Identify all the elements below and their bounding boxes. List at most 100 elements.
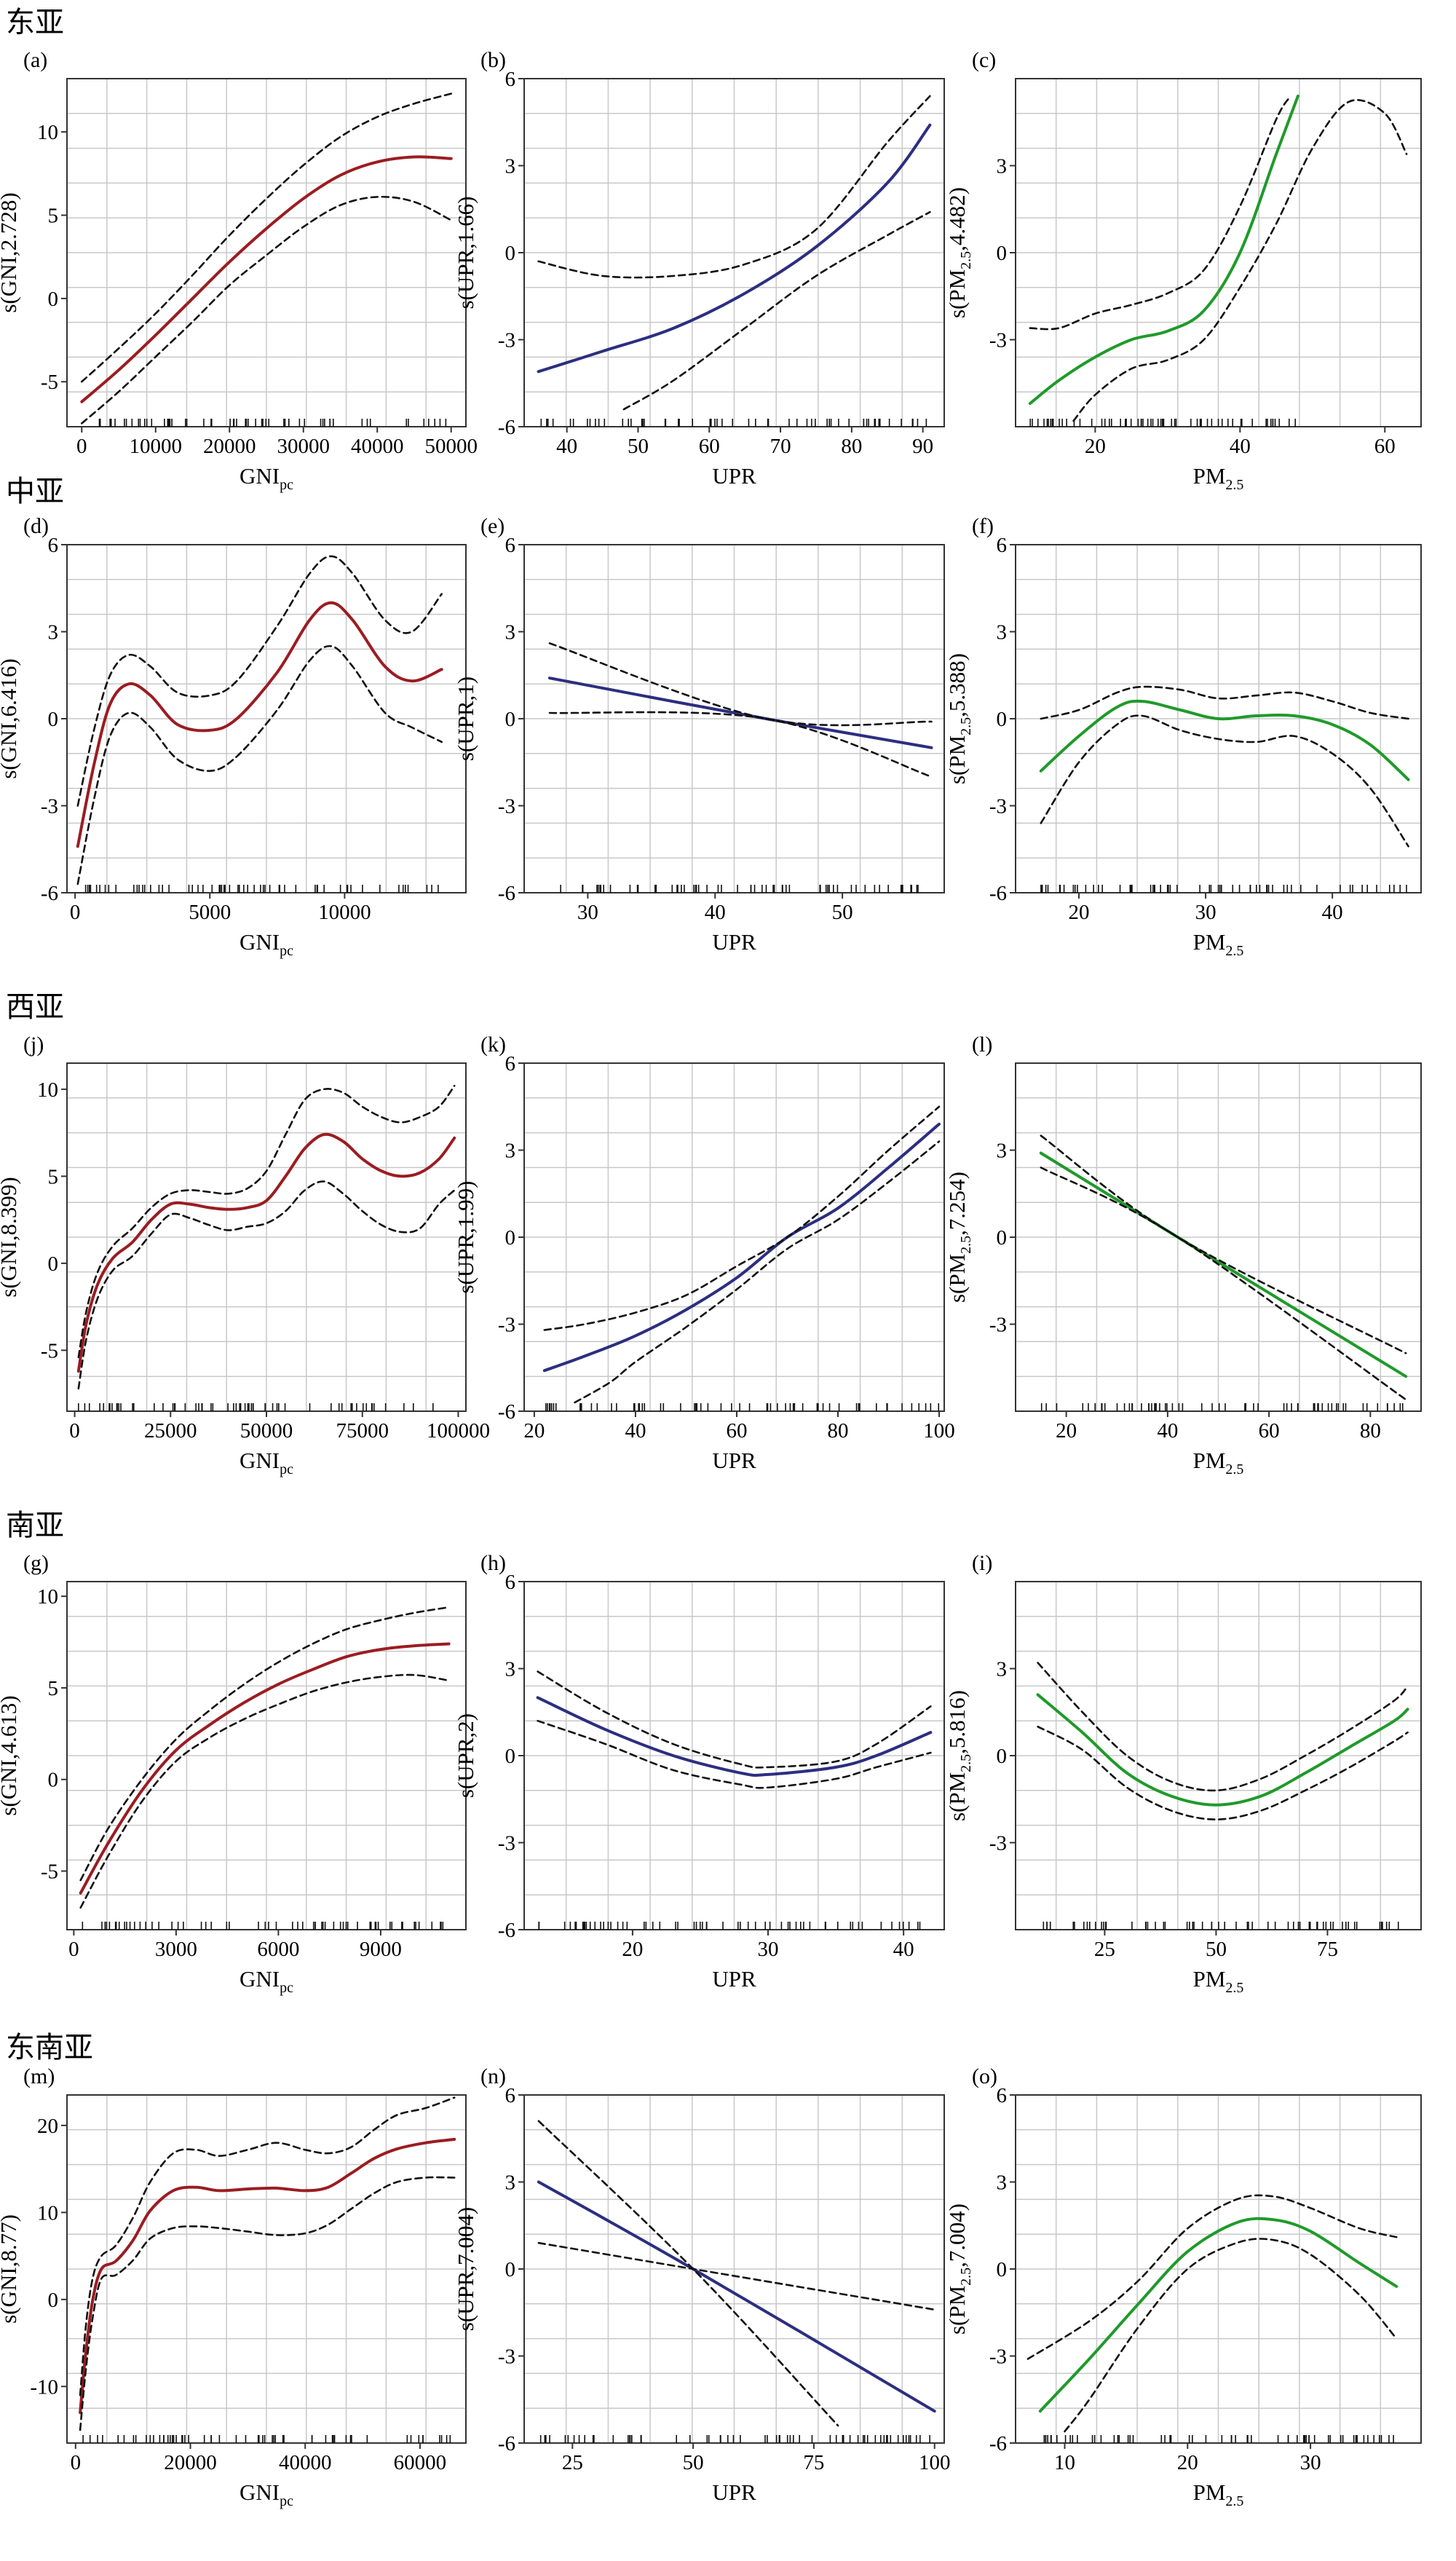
x-tick-label: 60000	[394, 2451, 447, 2474]
x-tick-label: 20	[622, 1938, 643, 1961]
x-tick-label: 40	[705, 901, 726, 924]
y-tick-label: 0	[48, 1769, 59, 1792]
x-tick-label: 0	[70, 901, 81, 924]
x-tick-label: 60	[1374, 435, 1396, 458]
x-tick-label: 25	[1094, 1938, 1115, 1961]
y-tick-label: 0	[505, 708, 516, 731]
y-tick-label: 6	[505, 1571, 516, 1594]
panel-i: 25 50 75 -3 0 3 (i) PM2.5 s(PM2.5,5.816)	[944, 1551, 1422, 1996]
lower-ci-line	[548, 711, 933, 778]
x-tick-label: 80	[1360, 1419, 1381, 1443]
panel-letter: (j)	[23, 1033, 44, 1057]
y-tick-label: 0	[48, 708, 59, 731]
upper-ci-line	[537, 95, 931, 279]
gridlines	[67, 545, 466, 893]
upper-ci-line	[1029, 95, 1292, 331]
upper-ci-line	[1026, 2194, 1398, 2360]
y-tick-label: 0	[505, 2258, 516, 2281]
x-tick-label: 6000	[257, 1938, 299, 1961]
y-tick-label: 6	[505, 534, 516, 557]
upper-ci-line	[77, 1084, 456, 1359]
y-tick-label: -6	[498, 1919, 515, 1942]
y-tick-label: 6	[48, 534, 59, 557]
upper-ci-line	[1037, 1662, 1409, 1792]
y-tick-label: -3	[498, 2345, 515, 2369]
x-tick-label: 40	[1157, 1419, 1178, 1443]
x-tick-label: 40000	[279, 2451, 332, 2474]
x-tick-label: 75	[803, 2451, 824, 2474]
lower-ci-line	[81, 195, 452, 425]
y-tick-label: 6	[505, 68, 516, 91]
y-tick-label: 6	[505, 1052, 516, 1076]
region-label: 南亚	[6, 1509, 64, 1542]
y-tick-label: 20	[37, 2115, 58, 2138]
rug-marks	[560, 885, 919, 893]
fit-line	[537, 123, 932, 374]
y-axis-label: s(GNI,8.399)	[0, 1177, 21, 1297]
region-label: 东亚	[6, 6, 64, 39]
y-tick-label: 6	[997, 2084, 1008, 2107]
rug-marks	[1043, 2435, 1394, 2443]
gridlines	[524, 79, 944, 427]
x-tick-label: 60	[699, 435, 720, 458]
x-tick-label: 3000	[155, 1938, 197, 1961]
y-tick-label: 3	[505, 621, 516, 644]
y-tick-label: -3	[41, 795, 58, 818]
fit-line	[1036, 1693, 1409, 1807]
x-tick-label: 80	[828, 1419, 849, 1443]
series-group	[537, 95, 932, 411]
lower-ci-line	[1072, 99, 1408, 422]
panel-h: 20 30 40 -6 -3 0 3 6(h) UPR s(UPR,2)	[453, 1551, 945, 1992]
y-tick-label: -3	[989, 1832, 1007, 1855]
upper-ci-line	[1040, 1135, 1407, 1354]
y-tick-label: -6	[498, 416, 515, 439]
panel-a: 0 10000 20000 30000 40000 50000 -5 0 5 10 (a) GNIpc…	[0, 48, 478, 493]
x-tick-label: 100	[919, 2451, 951, 2474]
region-label: 西亚	[6, 990, 64, 1024]
y-tick-label: 3	[505, 1140, 516, 1163]
region-label: 东南亚	[6, 2031, 93, 2064]
panel-letter: (g)	[23, 1551, 49, 1575]
y-tick-label: 10	[37, 1585, 58, 1609]
y-tick-label: 0	[997, 1226, 1008, 1250]
y-tick-label: -5	[41, 371, 58, 394]
x-tick-label: 40000	[351, 435, 404, 458]
y-tick-label: -3	[498, 329, 515, 352]
rug-marks	[98, 419, 447, 427]
series-group	[537, 2120, 936, 2427]
y-tick-label: -3	[498, 1314, 515, 1337]
gridlines	[67, 79, 466, 427]
lower-ci-line	[537, 2241, 935, 2311]
x-tick-label: 100000	[427, 1419, 490, 1443]
y-tick-label: 3	[997, 155, 1008, 178]
panel-letter: (f)	[972, 514, 994, 538]
lower-ci-line	[1040, 714, 1409, 848]
panel-letter: (h)	[480, 1551, 506, 1575]
x-axis-label: UPR	[712, 1448, 756, 1473]
y-tick-label: 3	[997, 1140, 1008, 1163]
x-axis-label: PM2.5	[1193, 463, 1244, 493]
lower-ci-line	[79, 1673, 450, 1909]
x-tick-label: 50	[628, 435, 649, 458]
x-tick-label: 30	[1195, 901, 1216, 924]
x-tick-label: 10000	[318, 901, 371, 924]
x-tick-label: 20	[1069, 901, 1090, 924]
fit-line	[1039, 1151, 1408, 1378]
x-tick-label: 25	[562, 2451, 583, 2474]
x-tick-label: 75	[1317, 1938, 1338, 1961]
y-tick-label: -6	[989, 2432, 1007, 2455]
y-tick-label: 0	[48, 1252, 59, 1276]
x-tick-label: 60	[1259, 1419, 1280, 1443]
gridlines	[524, 2095, 944, 2443]
upper-ci-line	[79, 1606, 450, 1882]
y-tick-label: -3	[989, 1314, 1007, 1337]
y-tick-label: -3	[989, 2345, 1007, 2369]
lower-ci-line	[1064, 2238, 1398, 2433]
y-tick-label: 6	[997, 534, 1008, 557]
y-tick-label: 3	[997, 1658, 1008, 1681]
lower-ci-line	[76, 644, 443, 885]
y-tick-label: 0	[997, 708, 1008, 731]
series-group	[79, 1606, 451, 1909]
y-tick-label: -3	[498, 795, 515, 818]
